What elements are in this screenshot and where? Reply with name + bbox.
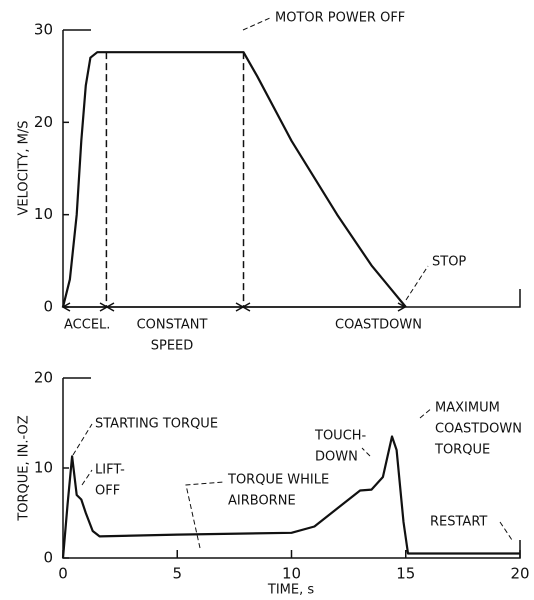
annotation: ACCEL. — [64, 318, 110, 333]
leader — [185, 481, 225, 549]
annotation: MAXIMUM — [435, 401, 500, 416]
annotation: STARTING TORQUE — [95, 417, 218, 432]
x-tick-label: 5 — [172, 565, 182, 583]
y-tick-label: 0 — [43, 298, 53, 316]
y-tick-label: 20 — [34, 369, 53, 387]
y-axis-label: TORQUE, IN.-OZ — [17, 415, 32, 521]
y-tick-label: 10 — [34, 459, 53, 477]
annotation: OFF — [95, 484, 120, 499]
leaders — [61, 17, 513, 549]
y-tick-label: 20 — [34, 113, 53, 131]
series-line — [61, 435, 520, 559]
annotation: MOTOR POWER OFF — [275, 11, 405, 26]
annotation: COASTDOWN — [435, 422, 522, 437]
x-tick-label: 15 — [396, 565, 415, 583]
axes — [62, 30, 521, 308]
leader — [242, 17, 271, 31]
x-tick-label: 0 — [58, 565, 68, 583]
series-line — [61, 51, 407, 308]
annotation: SPEED — [151, 339, 194, 354]
annotation: LIFT- — [95, 463, 125, 478]
leader — [405, 265, 429, 301]
y-tick-label: 30 — [34, 21, 53, 39]
annotation: STOP — [432, 255, 466, 270]
x-axis-label: TIME, s — [267, 583, 314, 598]
x-tick-label: 20 — [510, 565, 529, 583]
x-tick-label: 10 — [282, 565, 301, 583]
annotation: TORQUE WHILE — [227, 473, 329, 488]
leader — [361, 447, 371, 457]
leader — [72, 423, 93, 456]
y-axis-label: VELOCITY, M/S — [17, 120, 32, 215]
y-tick-label: 0 — [43, 549, 53, 567]
leader — [419, 407, 433, 419]
leader — [499, 521, 513, 541]
annotation: RESTART — [430, 515, 487, 530]
annotation: COASTDOWN — [335, 318, 422, 333]
leader — [81, 469, 93, 486]
annotation: TORQUE — [434, 443, 490, 458]
annotation: DOWN — [315, 450, 358, 465]
annotation: AIRBORNE — [228, 494, 296, 509]
annotation: CONSTANT — [137, 318, 208, 333]
y-tick-label: 10 — [34, 205, 53, 223]
annotation: TOUCH- — [314, 429, 367, 444]
